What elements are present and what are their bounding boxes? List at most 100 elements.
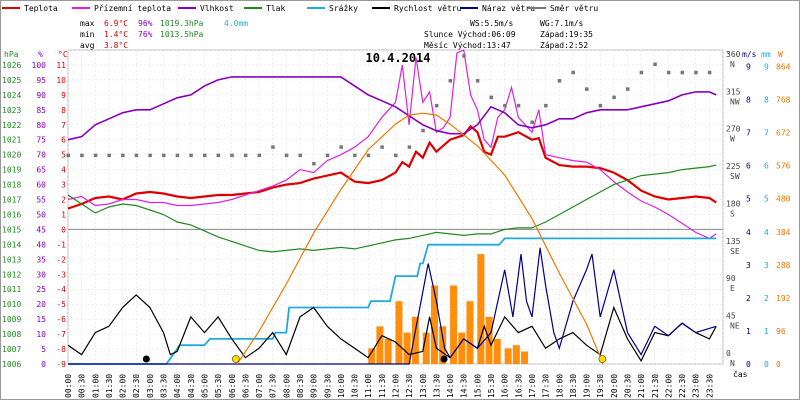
temperature-tick-label: 7 <box>61 121 66 130</box>
legend-label: Vlhkost <box>200 4 234 13</box>
x-tick-label: 03:30 <box>160 374 169 398</box>
solar-tick-label: 384 <box>776 228 791 237</box>
wind-dir-mark <box>230 153 234 158</box>
wind-dir-mark <box>271 145 275 149</box>
wind-speed-tick-label: 1 <box>746 327 751 336</box>
humidity-tick-label: 80 <box>36 121 46 130</box>
temperature-tick-label: 8 <box>61 106 66 115</box>
wind-dir-mark <box>557 79 562 83</box>
rain-tick-label: 3 <box>764 261 769 270</box>
solar-tick-label: 480 <box>776 195 791 204</box>
x-tick-label: 21:00 <box>637 374 646 398</box>
sun-marker <box>598 355 607 363</box>
x-tick-label: 03:00 <box>146 374 155 398</box>
series-line-humidity <box>67 76 717 141</box>
pressure-tick-label: 1015 <box>2 225 21 234</box>
wind-dir-mark <box>612 95 616 100</box>
wind-dir-tick-label: 315 <box>726 87 741 96</box>
x-tick-label: 08:30 <box>296 374 305 398</box>
legend-label: Rychlost větru <box>394 4 462 13</box>
chart-title: 10.4.2014 <box>365 51 430 65</box>
humidity-tick-label: 45 <box>36 225 46 234</box>
x-tick-label: 00:00 <box>64 374 73 398</box>
pressure-tick-label: 1009 <box>2 315 21 324</box>
x-tick-label: 14:00 <box>446 374 455 398</box>
wind-dir-tick-label: 180 <box>726 199 741 208</box>
wind-dir-tick-label: 225 <box>726 162 741 171</box>
humidity-tick-label: 85 <box>36 106 46 115</box>
humidity-tick-label: 100 <box>32 61 47 70</box>
rain-bar <box>422 332 430 364</box>
humidity-tick-label: 70 <box>36 151 46 160</box>
wind-dir-mark <box>284 153 289 158</box>
pressure-tick-label: 1022 <box>2 121 21 130</box>
wind-speed-tick-label: 8 <box>746 96 751 105</box>
wind-dir-mark <box>353 153 357 158</box>
wind-dir-mark <box>653 62 657 66</box>
wind-dir-mark <box>121 153 125 158</box>
x-tick-label: 11:30 <box>378 374 387 398</box>
x-axis-label: čas <box>733 369 748 379</box>
stats-min-hum: 76% <box>138 30 153 39</box>
series-line-temperature <box>67 49 717 240</box>
x-tick-label: 15:30 <box>487 374 496 398</box>
pressure-tick-label: 1019 <box>2 166 21 175</box>
wind-dir-tick-label: 270 <box>726 125 741 134</box>
stats-min-label: min <box>80 30 95 39</box>
info-moon-set: Západ:2:52 <box>540 41 588 50</box>
rain-bar <box>521 351 529 364</box>
temperature-tick-label: -2 <box>56 255 66 264</box>
rain-bar <box>430 285 438 364</box>
legend-label: Náraz větru <box>482 4 535 13</box>
wind-dir-mark <box>475 79 480 83</box>
humidity-tick-label: 20 <box>36 300 46 309</box>
solar-tick-label: 288 <box>776 261 791 270</box>
wind-dir-mark <box>80 153 84 158</box>
humidity-tick-label: 65 <box>36 166 46 175</box>
wind-dir-mark <box>516 103 521 108</box>
wind-dir-mark <box>243 153 248 158</box>
temperature-tick-label: -7 <box>56 330 66 339</box>
pressure-unit: hPa <box>4 50 19 59</box>
wind-dir-mark <box>544 103 548 108</box>
temperature-tick-label: 0 <box>61 225 66 234</box>
wind-dir-mark <box>366 153 371 158</box>
humidity-tick-label: 35 <box>36 255 46 264</box>
x-tick-label: 07:00 <box>255 374 264 398</box>
pressure-tick-label: 1020 <box>2 151 21 160</box>
series-line-rain <box>68 237 717 365</box>
humidity-tick-label: 55 <box>36 196 46 205</box>
wind-dir-mark <box>380 145 384 149</box>
wind-dir-name-label: SE <box>730 247 740 256</box>
temperature-tick-label: -9 <box>56 360 66 369</box>
x-tick-label: 22:00 <box>664 374 673 398</box>
wind-dir-mark <box>175 153 180 158</box>
rain-tick-label: 8 <box>764 96 769 105</box>
x-tick-label: 18:00 <box>555 374 564 398</box>
x-tick-label: 09:30 <box>323 374 332 398</box>
x-tick-label: 13:30 <box>432 374 441 398</box>
wind-dir-name-label: W <box>730 135 735 144</box>
rain-bar <box>512 345 520 364</box>
wind-dir-name-label: N <box>730 359 735 368</box>
wind-dir-mark <box>571 70 575 75</box>
rain-bar <box>395 301 403 364</box>
temperature-tick-label: 9 <box>61 91 66 100</box>
wind-dir-mark <box>134 153 139 158</box>
x-tick-label: 12:00 <box>392 374 401 398</box>
sun-marker <box>231 355 240 363</box>
rain-bar <box>403 332 411 364</box>
wind-dir-mark <box>707 70 712 75</box>
wind-dir-mark <box>448 79 453 83</box>
wind-dir-mark <box>189 153 193 158</box>
wind-dir-mark <box>598 103 603 108</box>
humidity-tick-label: 15 <box>36 315 46 324</box>
x-tick-label: 17:30 <box>542 374 551 398</box>
humidity-tick-label: 75 <box>36 136 46 145</box>
solar-tick-label: 96 <box>776 327 786 336</box>
wind-dir-mark <box>202 153 207 158</box>
solar-unit: W <box>778 50 783 59</box>
wind-speed-tick-label: 5 <box>746 195 751 204</box>
